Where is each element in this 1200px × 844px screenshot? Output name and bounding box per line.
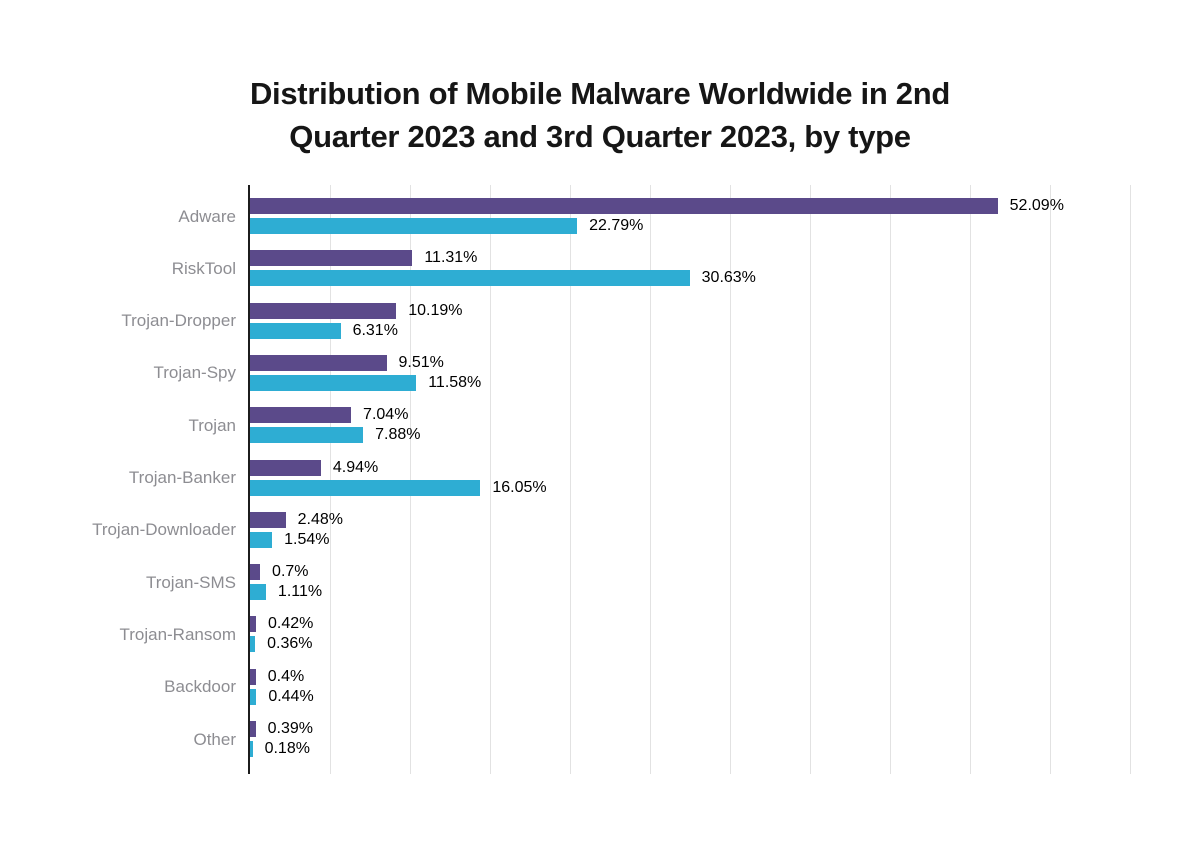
bar-value-label: 0.36%: [267, 635, 313, 653]
vertical-gridline: [570, 185, 571, 774]
bar-2nd-quarter-2023-other: 0.39%: [250, 720, 313, 737]
bar-value-label: 16.05%: [492, 478, 547, 496]
bar-2nd-quarter-2023-trojan-sms: 0.7%: [250, 563, 309, 581]
bar-group-trojan-banker: 4.94% 16.05%: [250, 459, 1160, 512]
bar-2nd-quarter-2023-backdoor: 0.4%: [250, 668, 304, 685]
vertical-gridline: [810, 185, 811, 774]
bar-3rd-quarter-2023-trojan-spy: 11.58%: [250, 374, 481, 391]
bar-value-label: 30.63%: [701, 269, 756, 287]
bar-value-label: 9.51%: [398, 353, 444, 371]
bar-value-label: 0.42%: [268, 615, 314, 633]
category-label-trojan-dropper: Trojan-Dropper: [121, 311, 236, 331]
bar-value-label: 10.19%: [408, 301, 463, 319]
bar-3rd-quarter-2023-risktool: 30.63%: [250, 269, 756, 287]
bar-2nd-quarter-2023-trojan-downloader: 2.48%: [250, 511, 343, 528]
category-label-backdoor: Backdoor: [164, 677, 236, 697]
category-label-risktool: RiskTool: [171, 258, 236, 278]
bar-value-label: 0.39%: [267, 720, 313, 737]
category-label-trojan: Trojan: [188, 415, 236, 435]
bar-2nd-quarter-2023-trojan-banker: 4.94%: [250, 459, 378, 476]
bar-3rd-quarter-2023-trojan-ransom: 0.36%: [250, 635, 313, 653]
vertical-gridline: [490, 185, 491, 774]
chart-title: Distribution of Mobile Malware Worldwide…: [0, 72, 1200, 158]
vertical-gridline: [730, 185, 731, 774]
bar-value-label: 0.44%: [268, 687, 314, 705]
bar-3rd-quarter-2023-trojan-dropper: 6.31%: [250, 322, 398, 339]
bar-value-label: 7.04%: [363, 406, 409, 424]
plot-area: 52.09% 22.79% 11.31% 30.63% 10.19% 6.31% 9.51%…: [248, 185, 1160, 774]
chart-title-line1: Distribution of Mobile Malware Worldwide…: [249, 76, 951, 111]
vertical-gridline: [1050, 185, 1051, 774]
bar-3rd-quarter-2023-trojan-downloader: 1.54%: [250, 531, 329, 548]
bar-value-label: 4.94%: [332, 458, 379, 476]
bar-2nd-quarter-2023-trojan: 7.04%: [250, 406, 408, 424]
category-label-trojan-spy: Trojan-Spy: [153, 363, 236, 383]
bar-value-label: 1.54%: [284, 530, 330, 548]
vertical-gridline: [970, 185, 971, 774]
bar-value-label: 11.31%: [424, 249, 478, 267]
bar-group-other: 0.39% 0.18%: [250, 720, 1160, 773]
bar-2nd-quarter-2023-risktool: 11.31%: [250, 249, 477, 267]
category-label-adware: Adware: [178, 206, 236, 226]
vertical-gridline: [650, 185, 651, 774]
bar-value-label: 0.7%: [272, 563, 309, 581]
bar-value-label: 2.48%: [297, 510, 343, 528]
bar-value-label: 0.18%: [264, 740, 310, 757]
bar-value-label: 11.58%: [428, 373, 482, 391]
bar-group-trojan-spy: 9.51% 11.58%: [250, 354, 1160, 407]
bar-3rd-quarter-2023-trojan-banker: 16.05%: [250, 479, 547, 496]
category-label-trojan-sms: Trojan-SMS: [145, 572, 236, 592]
chart-title-line2: Quarter 2023 and 3rd Quarter 2023, by ty…: [289, 119, 911, 154]
vertical-gridline: [890, 185, 891, 774]
bar-group-backdoor: 0.4% 0.44%: [250, 668, 1160, 721]
bar-3rd-quarter-2023-other: 0.18%: [250, 740, 310, 757]
vertical-gridline: [1130, 185, 1131, 774]
category-label-other: Other: [193, 729, 236, 749]
bar-3rd-quarter-2023-trojan: 7.88%: [250, 426, 420, 444]
category-labels: Adware RiskTool Trojan-Dropper Trojan-Spy Tr…: [0, 185, 236, 774]
bar-value-label: 52.09%: [1009, 197, 1064, 214]
bar-2nd-quarter-2023-trojan-spy: 9.51%: [250, 354, 444, 371]
bar-value-label: 7.88%: [375, 426, 421, 444]
bar-group-trojan-sms: 0.7% 1.11%: [250, 563, 1160, 616]
bar-group-trojan: 7.04% 7.88%: [250, 406, 1160, 459]
bar-value-label: 1.11%: [277, 583, 323, 601]
bar-group-risktool: 11.31% 30.63%: [250, 249, 1160, 302]
bar-2nd-quarter-2023-trojan-dropper: 10.19%: [250, 302, 463, 319]
bar-value-label: 0.4%: [267, 667, 305, 685]
category-label-trojan-downloader: Trojan-Downloader: [92, 520, 236, 540]
bar-group-adware: 52.09% 22.79%: [250, 197, 1160, 250]
bar-group-trojan-ransom: 0.42% 0.36%: [250, 615, 1160, 668]
bar-3rd-quarter-2023-trojan-sms: 1.11%: [250, 583, 322, 601]
bar-2nd-quarter-2023-adware: 52.09%: [250, 197, 1064, 214]
bar-value-label: 6.31%: [352, 321, 398, 339]
bar-value-label: 22.79%: [589, 217, 644, 234]
bar-3rd-quarter-2023-backdoor: 0.44%: [250, 688, 314, 705]
bar-3rd-quarter-2023-adware: 22.79%: [250, 217, 643, 234]
category-label-trojan-banker: Trojan-Banker: [128, 468, 236, 487]
category-label-trojan-ransom: Trojan-Ransom: [119, 624, 236, 644]
bar-2nd-quarter-2023-trojan-ransom: 0.42%: [250, 615, 313, 633]
bar-group-trojan-dropper: 10.19% 6.31%: [250, 302, 1160, 355]
bar-group-trojan-downloader: 2.48% 1.54%: [250, 511, 1160, 564]
